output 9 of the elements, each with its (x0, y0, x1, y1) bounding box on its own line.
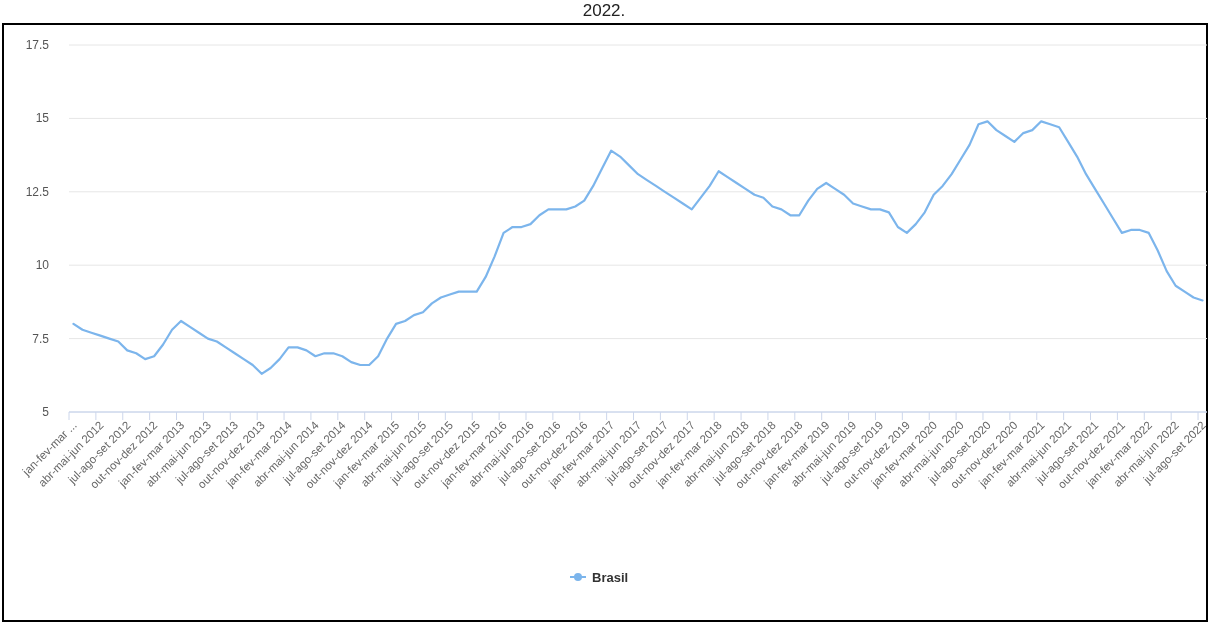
y-tick-label: 7.5 (32, 331, 50, 346)
y-tick-label: 10 (35, 258, 50, 273)
y-tick-label: 17.5 (25, 38, 50, 52)
chart-title: 2022. (582, 1, 626, 20)
legend-label: Brasil (592, 570, 629, 585)
y-tick-label: 12.5 (25, 184, 50, 199)
line-series (72, 120, 1204, 375)
y-tick-label: 15 (35, 111, 50, 126)
y-tick-label: 5 (42, 405, 50, 419)
